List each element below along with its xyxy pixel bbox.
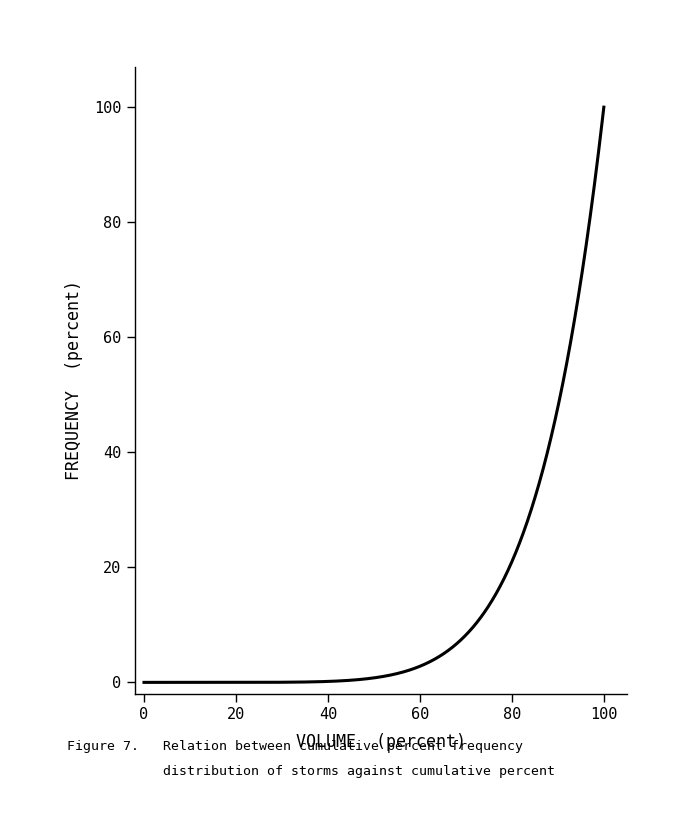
- Y-axis label: FREQUENCY  (percent): FREQUENCY (percent): [65, 280, 83, 481]
- Text: Figure 7.   Relation between cumulative percent frequency: Figure 7. Relation between cumulative pe…: [67, 740, 524, 753]
- X-axis label: VOLUME  (percent): VOLUME (percent): [296, 733, 466, 752]
- Text: distribution of storms against cumulative percent: distribution of storms against cumulativ…: [67, 765, 555, 778]
